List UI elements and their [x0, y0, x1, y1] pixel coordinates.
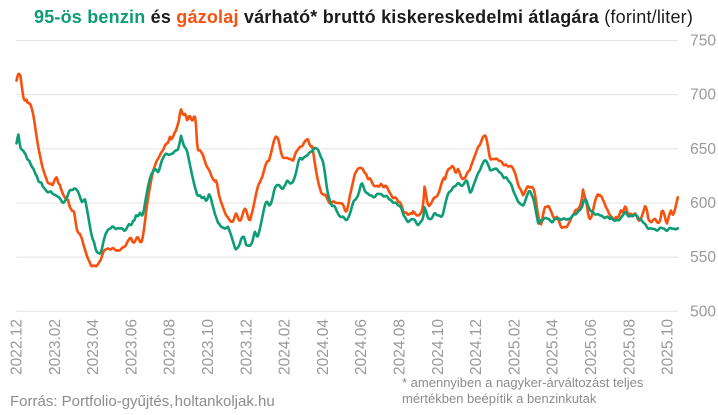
svg-text:2023.06: 2023.06 — [123, 319, 140, 375]
svg-text:2024.10: 2024.10 — [430, 319, 447, 375]
svg-text:2022.12: 2022.12 — [9, 319, 26, 375]
svg-text:2025.04: 2025.04 — [545, 319, 562, 375]
svg-text:2025.06: 2025.06 — [583, 319, 600, 375]
svg-text:2025.08: 2025.08 — [621, 319, 638, 375]
svg-text:2023.02: 2023.02 — [47, 319, 64, 375]
svg-text:2024.08: 2024.08 — [392, 319, 409, 375]
svg-text:500: 500 — [690, 303, 716, 320]
svg-text:2023.08: 2023.08 — [162, 319, 179, 375]
svg-text:550: 550 — [690, 249, 716, 266]
svg-text:2024.02: 2024.02 — [277, 319, 294, 375]
svg-text:2024.04: 2024.04 — [315, 319, 332, 375]
svg-text:600: 600 — [690, 195, 716, 212]
svg-text:750: 750 — [690, 33, 716, 50]
svg-text:2024.12: 2024.12 — [468, 319, 485, 375]
svg-text:2023.12: 2023.12 — [238, 319, 255, 375]
svg-text:2025.02: 2025.02 — [506, 319, 523, 375]
svg-text:700: 700 — [690, 87, 716, 104]
svg-text:2023.04: 2023.04 — [85, 319, 102, 375]
svg-text:2023.10: 2023.10 — [200, 319, 217, 375]
svg-text:2024.06: 2024.06 — [353, 319, 370, 375]
svg-text:650: 650 — [690, 141, 716, 158]
svg-text:2025.10: 2025.10 — [660, 319, 677, 375]
